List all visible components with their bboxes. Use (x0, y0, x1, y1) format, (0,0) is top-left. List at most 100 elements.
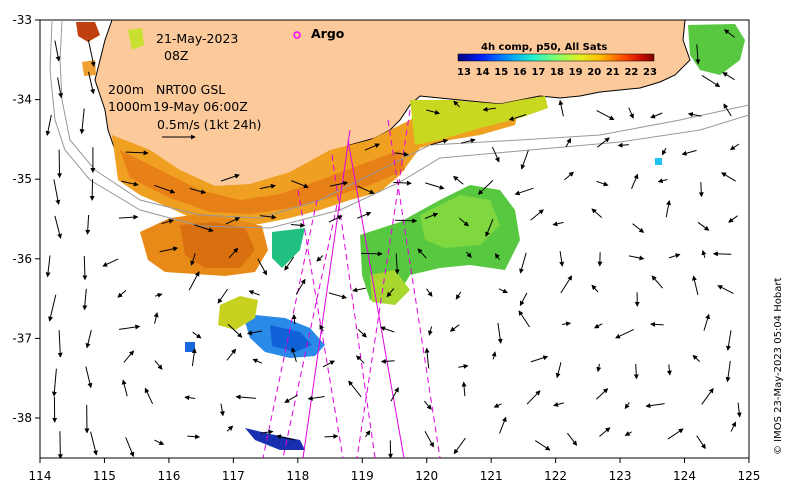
colorbar-tick-label: 18 (550, 67, 564, 78)
current-vector (491, 146, 500, 163)
current-vector (560, 275, 573, 294)
y-tick-label: -37 (12, 331, 32, 345)
current-vector (459, 217, 469, 227)
current-vector (651, 275, 664, 289)
current-vector (45, 255, 51, 278)
current-vector (48, 294, 57, 322)
current-vector (328, 215, 343, 223)
x-tick-label: 120 (415, 469, 438, 483)
current-vector (194, 224, 214, 233)
current-vector (526, 390, 541, 405)
current-vector (591, 284, 599, 293)
current-vector (54, 40, 61, 62)
colorbar-tick-label: 22 (624, 67, 638, 78)
current-vector (494, 253, 500, 260)
x-tick-label: 116 (157, 469, 180, 483)
colorbar-title: 4h comp, p50, All Sats (481, 42, 607, 53)
current-vector (458, 363, 469, 369)
current-vector (424, 347, 430, 369)
x-tick-label: 114 (29, 469, 52, 483)
current-vector (424, 212, 439, 219)
y-tick-label: -35 (12, 172, 32, 186)
current-source-label: NRT00 GSL (156, 82, 225, 97)
x-tick-label: 119 (351, 469, 374, 483)
current-vector (90, 431, 98, 456)
current-vector (725, 330, 732, 351)
x-tick-label: 123 (609, 469, 632, 483)
current-vector (725, 361, 731, 383)
current-vector (477, 180, 494, 195)
current-vector (697, 221, 710, 231)
current-vector (668, 253, 681, 259)
current-vector (220, 173, 240, 182)
current-vector (235, 394, 257, 400)
current-vector (284, 394, 298, 403)
x-tick-label: 117 (222, 469, 245, 483)
current-vector (284, 256, 295, 271)
current-vector (357, 328, 367, 338)
y-axis-ticks: -33 -34 -35 -36 -37 -38 (12, 13, 40, 425)
current-vector (307, 395, 325, 401)
current-vector (225, 217, 241, 225)
colorbar-tick-label: 19 (569, 67, 583, 78)
current-vector (491, 351, 497, 360)
current-vector (246, 330, 263, 336)
current-vector (596, 363, 602, 373)
current-vector (295, 278, 306, 295)
current-vector (701, 387, 714, 405)
isobaths (49, 20, 749, 229)
current-vector (226, 425, 234, 432)
current-vector (217, 288, 229, 304)
current-vector (599, 427, 611, 437)
current-vector (188, 271, 200, 291)
x-tick-label: 125 (737, 469, 760, 483)
argo-marker (293, 31, 301, 39)
current-vector (591, 208, 603, 218)
current-vector (426, 109, 441, 115)
current-vector (260, 214, 277, 220)
current-vector (666, 364, 672, 376)
current-vector (380, 326, 395, 333)
x-tick-label: 124 (673, 469, 696, 483)
current-vector (85, 214, 91, 235)
current-vector (159, 246, 179, 253)
current-vector (191, 348, 197, 367)
current-vector (190, 253, 196, 266)
colorbar-tick-label: 13 (457, 67, 471, 78)
current-vector (721, 172, 736, 182)
current-vector (316, 255, 324, 262)
depth-1000-label: 1000m (108, 99, 152, 114)
current-vector (257, 258, 268, 276)
current-vector (482, 106, 497, 112)
colorbar-tick-label: 20 (587, 67, 601, 78)
current-vector (328, 292, 348, 300)
current-vector (461, 381, 467, 397)
current-vectors (45, 29, 742, 458)
current-vector (290, 222, 306, 228)
current-vector (519, 292, 528, 307)
current-vector (394, 218, 418, 224)
current-vector (692, 275, 699, 296)
x-tick-label: 122 (544, 469, 567, 483)
current-vector (701, 74, 721, 87)
current-vector (703, 313, 710, 331)
credit-label: © IMOS 23-May-2023 05:04 Hobart (773, 278, 784, 455)
vector-scale-label: 0.5m/s (1kt 24h) (157, 117, 261, 132)
current-vector (552, 221, 564, 227)
current-vector (567, 432, 578, 446)
current-vector (593, 323, 603, 329)
current-vector (628, 107, 634, 119)
current-vector (650, 321, 664, 327)
current-vector (559, 251, 565, 267)
current-vector (85, 329, 92, 349)
current-vector (723, 103, 732, 117)
current-vector (189, 188, 207, 195)
current-vector (698, 182, 704, 198)
current-vector (228, 247, 239, 259)
current-vector (123, 350, 135, 363)
current-vector (276, 434, 296, 441)
current-vector (427, 326, 433, 336)
current-vector (696, 435, 706, 450)
current-vector (144, 387, 154, 405)
current-vector (499, 416, 507, 434)
